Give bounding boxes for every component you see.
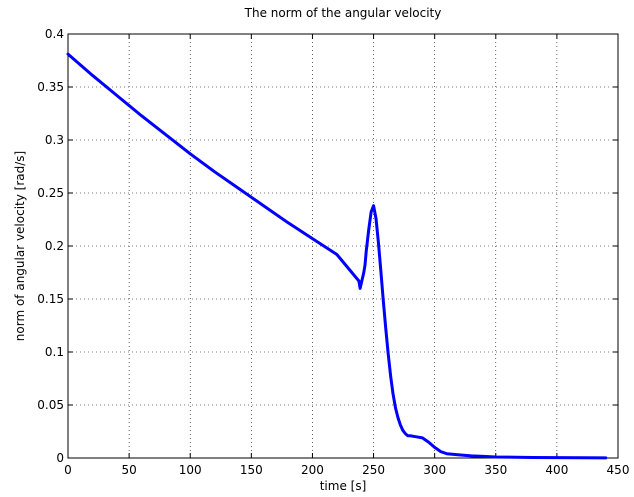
chart-title: The norm of the angular velocity bbox=[244, 6, 442, 20]
x-tick-label: 350 bbox=[484, 463, 507, 477]
x-tick-label: 250 bbox=[362, 463, 385, 477]
grid-lines bbox=[68, 34, 618, 458]
y-axis-label: norm of angular velocity [rad/s] bbox=[13, 151, 27, 341]
x-tick-label: 150 bbox=[240, 463, 263, 477]
y-tick-label: 0.2 bbox=[45, 239, 64, 253]
y-tick-label: 0.25 bbox=[37, 186, 64, 200]
x-tick-label: 200 bbox=[301, 463, 324, 477]
x-tick-label: 450 bbox=[607, 463, 630, 477]
y-tick-label: 0.1 bbox=[45, 345, 64, 359]
x-tick-label: 100 bbox=[179, 463, 202, 477]
y-axis: 0 0.05 0.1 0.15 0.2 0.25 0.3 0.35 0.4 bbox=[37, 27, 618, 465]
series-line bbox=[66, 52, 608, 460]
x-axis-label: time [s] bbox=[320, 479, 367, 493]
y-tick-label: 0 bbox=[56, 451, 64, 465]
y-tick-label: 0.05 bbox=[37, 398, 64, 412]
plot-area-frame bbox=[67, 33, 619, 459]
x-tick-label: 0 bbox=[64, 463, 72, 477]
y-tick-label: 0.4 bbox=[45, 27, 64, 41]
y-tick-label: 0.15 bbox=[37, 292, 64, 306]
y-tick-label: 0.3 bbox=[45, 133, 64, 147]
x-tick-label: 400 bbox=[545, 463, 568, 477]
x-tick-label: 50 bbox=[121, 463, 136, 477]
x-axis: 0 50 100 150 200 250 300 350 400 450 bbox=[64, 34, 629, 477]
x-tick-label: 300 bbox=[423, 463, 446, 477]
y-tick-label: 0.35 bbox=[37, 80, 64, 94]
